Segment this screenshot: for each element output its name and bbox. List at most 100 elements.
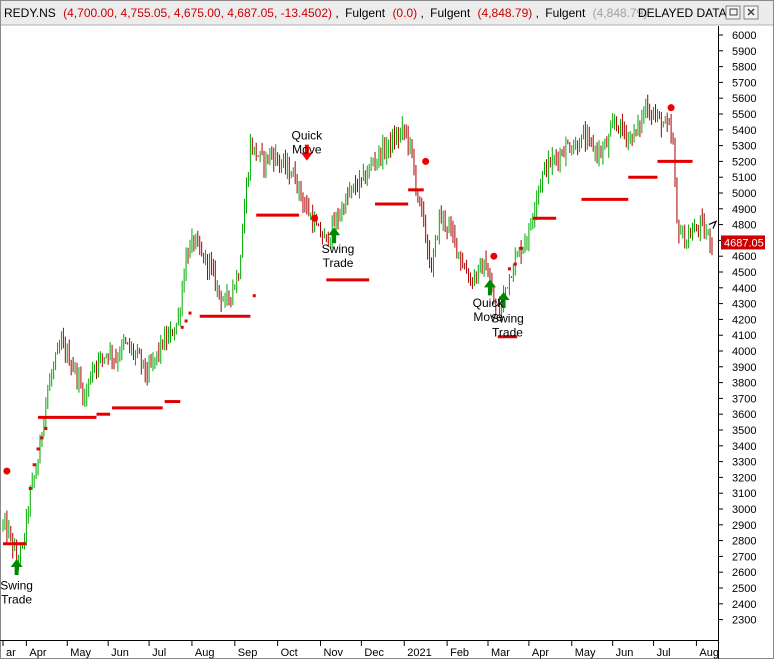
x-tick-label: Jun: [616, 647, 634, 659]
x-tick-label: Jun: [111, 647, 129, 659]
ticker: REDY.NS: [4, 6, 56, 20]
y-tick-label: 5000: [732, 188, 756, 200]
signal-dot: [3, 467, 11, 475]
x-tick-label: Sep: [238, 647, 258, 659]
x-tick-label: May: [70, 647, 91, 659]
x-tick-label: ar: [6, 647, 16, 659]
indicator-2-name: Fulgent: [430, 6, 471, 20]
y-tick-label: 3600: [732, 409, 756, 421]
y-tick-label: 5200: [732, 156, 756, 168]
y-tick-label: 4900: [732, 204, 756, 216]
y-tick-label: 5400: [732, 125, 756, 137]
signal-dot: [311, 214, 319, 222]
indicator-dot: [513, 262, 517, 266]
y-tick-label: 4500: [732, 267, 756, 279]
y-tick-label: 3900: [732, 362, 756, 374]
y-tick-label: 2500: [732, 583, 756, 595]
x-tick-label: Dec: [364, 647, 384, 659]
y-tick-label: 4800: [732, 220, 756, 232]
indicator-dot: [188, 311, 192, 315]
y-tick-label: 2800: [732, 536, 756, 548]
y-tick-label: 3700: [732, 393, 756, 405]
x-tick-label: Aug: [699, 647, 719, 659]
x-tick-label: Nov: [323, 647, 343, 659]
close-icon: [747, 8, 755, 16]
x-tick-label: Feb: [450, 647, 469, 659]
indicator-dot: [32, 463, 36, 467]
indicator-dot: [519, 246, 523, 250]
up-arrow-icon: [328, 227, 341, 244]
y-tick-label: 2300: [732, 615, 756, 627]
y-tick-label: 5900: [732, 46, 756, 58]
y-tick-label: 3000: [732, 504, 756, 516]
x-axis: ar Apr May Jun Jul Aug Sep Oct Nov Dec 2021 Feb Mar A…: [2, 640, 719, 659]
header-bar: [1, 1, 773, 25]
up-arrow-icon: [497, 292, 510, 309]
signal-dot: [667, 104, 675, 112]
x-tick-label: Aug: [195, 647, 215, 659]
indicator-dot: [252, 294, 256, 298]
indicator-3-value: (4,848.79): [593, 6, 648, 20]
y-tick-label: 6000: [732, 30, 756, 42]
signal-dot: [490, 252, 498, 260]
last-price-tag: 4687.05: [721, 235, 765, 250]
price-series: [2, 94, 713, 571]
signal-dot: [422, 157, 430, 165]
y-tick-label: 4300: [732, 299, 756, 311]
y-tick-label: 3800: [732, 378, 756, 390]
signal-annotation: Quick Move: [473, 296, 505, 324]
x-tick-label: Mar: [491, 647, 510, 659]
last-price-value: 4687.05: [724, 237, 764, 249]
y-tick-label: 2600: [732, 567, 756, 579]
x-tick-label: Apr: [29, 647, 46, 659]
fulgent-indicator: [3, 159, 693, 546]
y-tick-label: 3300: [732, 457, 756, 469]
y-tick-label: 4200: [732, 314, 756, 326]
x-tick-label: Jul: [152, 647, 166, 659]
y-tick-label: 4100: [732, 330, 756, 342]
x-tick-label: Oct: [281, 647, 298, 659]
indicator-dot: [36, 447, 40, 451]
header-title: REDY.NS (4,700.00, 4,755.05, 4,675.00, 4…: [4, 6, 647, 20]
y-tick-label: 5100: [732, 172, 756, 184]
y-axis: 6000 5900 5800 5700 5600 5500 5400 5300 5200 5100…: [718, 30, 756, 627]
indicator-dot: [40, 436, 44, 440]
indicator-dot: [507, 267, 511, 271]
close-button[interactable]: [743, 5, 759, 20]
y-tick-label: 4000: [732, 346, 756, 358]
signal-annotation: Swing Trade: [491, 312, 524, 340]
indicator-1-name: Fulgent: [345, 6, 386, 20]
signal-annotation: Swing Trade: [322, 242, 355, 270]
indicator-dot: [44, 426, 48, 430]
x-tick-label: Apr: [532, 647, 549, 659]
indicator-2-value: (4,848.79): [478, 6, 533, 20]
y-tick-label: 3200: [732, 472, 756, 484]
up-arrow-icon: [483, 279, 496, 296]
signal-annotation: Swing Trade: [0, 579, 33, 607]
y-tick-label: 4600: [732, 251, 756, 263]
y-tick-label: 5500: [732, 109, 756, 121]
x-tick-label: Jul: [657, 647, 671, 659]
indicator-dot: [180, 325, 184, 329]
indicator-dot: [184, 319, 188, 323]
y-tick-label: 5800: [732, 62, 756, 74]
y-tick-label: 2700: [732, 551, 756, 563]
up-arrow-icon: [10, 559, 23, 576]
signal-annotation: Quick Move: [292, 128, 324, 156]
indicator-1-value: (0.0): [392, 6, 417, 20]
x-tick-label: 2021: [407, 647, 431, 659]
y-tick-label: 4400: [732, 283, 756, 295]
y-tick-label: 5600: [732, 93, 756, 105]
last-bar-marker: [708, 220, 718, 229]
down-arrow-icon: [300, 144, 313, 161]
y-tick-label: 3500: [732, 425, 756, 437]
indicator-dot: [28, 486, 32, 490]
y-tick-label: 2400: [732, 599, 756, 611]
y-tick-label: 5300: [732, 141, 756, 153]
x-tick-label: May: [575, 647, 596, 659]
restore-icon: [729, 8, 738, 16]
restore-button[interactable]: [725, 5, 741, 20]
y-tick-label: 2900: [732, 520, 756, 532]
